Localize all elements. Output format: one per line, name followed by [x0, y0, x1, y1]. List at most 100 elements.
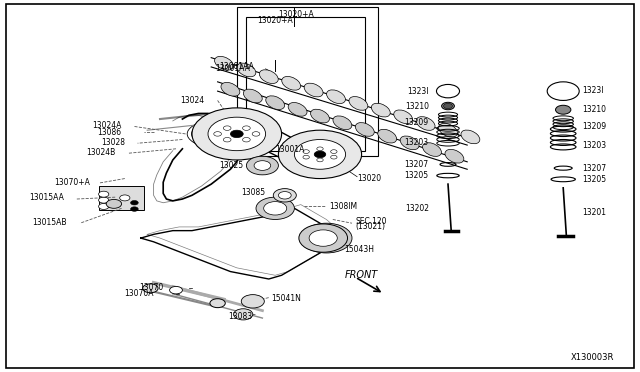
Ellipse shape — [438, 124, 458, 137]
Circle shape — [547, 82, 579, 100]
Circle shape — [303, 155, 309, 159]
Circle shape — [120, 195, 130, 201]
Text: 13001A: 13001A — [275, 145, 305, 154]
Text: 13020: 13020 — [357, 174, 381, 183]
Ellipse shape — [266, 96, 285, 109]
Circle shape — [223, 138, 231, 142]
Text: 13203: 13203 — [404, 138, 429, 147]
Circle shape — [99, 191, 109, 197]
Circle shape — [278, 192, 291, 199]
Text: 13083: 13083 — [228, 312, 252, 321]
Text: 13203: 13203 — [582, 141, 607, 150]
Circle shape — [314, 151, 326, 158]
Text: 13070: 13070 — [139, 283, 163, 292]
Text: 13205: 13205 — [582, 175, 607, 184]
Circle shape — [556, 105, 571, 114]
Circle shape — [442, 102, 454, 110]
Circle shape — [192, 108, 282, 160]
Text: 15041N: 15041N — [271, 294, 301, 303]
Circle shape — [234, 309, 253, 320]
Text: 13209: 13209 — [404, 118, 429, 126]
Circle shape — [170, 286, 182, 294]
Circle shape — [99, 203, 109, 209]
Circle shape — [309, 230, 337, 246]
Ellipse shape — [400, 136, 419, 150]
Circle shape — [106, 199, 122, 208]
Ellipse shape — [355, 123, 374, 136]
Bar — [246, 17, 365, 151]
Ellipse shape — [221, 83, 240, 96]
Circle shape — [256, 197, 294, 219]
Text: FRONT: FRONT — [345, 270, 378, 280]
Circle shape — [294, 140, 346, 169]
Text: 13207: 13207 — [582, 164, 607, 173]
Circle shape — [214, 132, 221, 136]
Text: (13021): (13021) — [355, 222, 385, 231]
Ellipse shape — [333, 116, 352, 129]
Ellipse shape — [461, 130, 480, 144]
Text: X130003R: X130003R — [571, 353, 614, 362]
Ellipse shape — [416, 117, 435, 130]
Text: 13024A: 13024A — [92, 121, 122, 130]
Text: 13070A: 13070A — [124, 289, 154, 298]
Text: 13020+A: 13020+A — [257, 16, 293, 25]
Text: 1323l: 1323l — [582, 86, 604, 94]
Circle shape — [264, 202, 287, 215]
Ellipse shape — [445, 150, 464, 163]
Ellipse shape — [371, 103, 390, 117]
Circle shape — [301, 223, 352, 253]
Ellipse shape — [237, 63, 256, 77]
Circle shape — [243, 138, 250, 142]
Circle shape — [299, 224, 348, 252]
Ellipse shape — [378, 129, 397, 143]
Text: 13015AB: 13015AB — [33, 218, 67, 227]
Text: 15043H: 15043H — [344, 245, 374, 254]
Text: 13202: 13202 — [405, 204, 429, 213]
Text: 13015AA: 13015AA — [29, 193, 64, 202]
Text: 13024B: 13024B — [86, 148, 115, 157]
Circle shape — [278, 130, 362, 179]
Ellipse shape — [282, 77, 301, 90]
Ellipse shape — [288, 103, 307, 116]
Text: 13025: 13025 — [219, 161, 243, 170]
Circle shape — [317, 147, 323, 151]
Bar — [237, 7, 378, 156]
Circle shape — [230, 130, 243, 138]
Text: 13070+A: 13070+A — [54, 178, 90, 187]
Ellipse shape — [214, 57, 234, 70]
Ellipse shape — [326, 90, 346, 103]
Ellipse shape — [243, 89, 262, 103]
Circle shape — [331, 150, 337, 154]
Text: 13001AA: 13001AA — [215, 64, 250, 73]
Circle shape — [252, 132, 260, 136]
Ellipse shape — [422, 143, 442, 156]
Text: 13020+A: 13020+A — [278, 10, 314, 19]
Text: 13028: 13028 — [101, 138, 125, 147]
Circle shape — [208, 117, 266, 151]
Circle shape — [131, 207, 138, 211]
Text: 13086: 13086 — [97, 128, 122, 137]
Circle shape — [131, 201, 138, 205]
Circle shape — [436, 84, 460, 98]
Circle shape — [210, 299, 225, 308]
Circle shape — [444, 103, 452, 109]
Circle shape — [303, 150, 309, 154]
Ellipse shape — [259, 70, 278, 83]
Text: 1323l: 1323l — [407, 87, 429, 96]
Circle shape — [99, 197, 109, 203]
Text: 13001AA: 13001AA — [220, 62, 254, 71]
Circle shape — [143, 284, 158, 293]
Text: 13201: 13201 — [582, 208, 607, 217]
Text: 1308lM: 1308lM — [330, 202, 358, 211]
Bar — [99, 186, 144, 210]
Text: SEC.120: SEC.120 — [355, 217, 387, 226]
Circle shape — [273, 189, 296, 202]
Text: 13210: 13210 — [582, 105, 607, 114]
Circle shape — [331, 155, 337, 159]
Circle shape — [243, 126, 250, 130]
Ellipse shape — [304, 83, 323, 97]
Circle shape — [241, 295, 264, 308]
Text: 13024: 13024 — [180, 96, 204, 105]
Circle shape — [317, 158, 323, 162]
Ellipse shape — [394, 110, 413, 124]
